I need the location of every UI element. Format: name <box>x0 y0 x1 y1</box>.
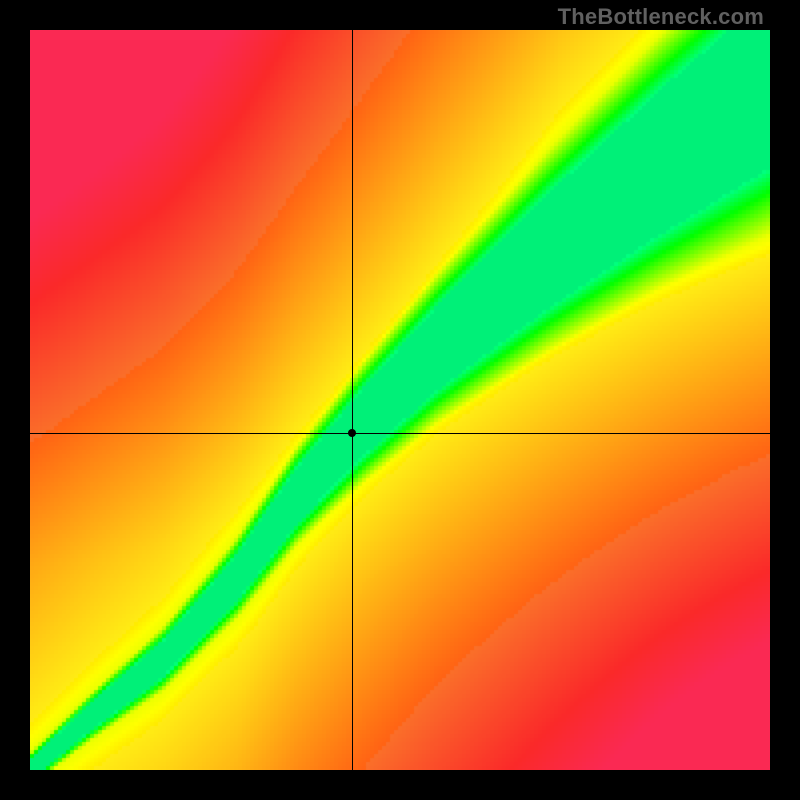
watermark-text: TheBottleneck.com <box>558 4 764 30</box>
plot-area <box>30 30 770 770</box>
crosshair-horizontal <box>30 433 770 434</box>
crosshair-marker[interactable] <box>348 429 356 437</box>
crosshair-vertical <box>352 30 353 770</box>
chart-container: TheBottleneck.com <box>0 0 800 800</box>
heatmap-canvas <box>30 30 770 770</box>
